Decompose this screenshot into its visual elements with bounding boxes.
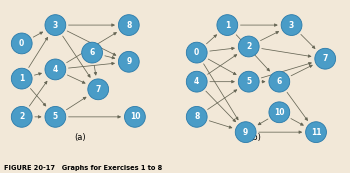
Text: 10: 10: [130, 112, 140, 121]
Circle shape: [45, 106, 66, 127]
Text: 8: 8: [126, 21, 132, 30]
Text: 7: 7: [323, 54, 328, 63]
Text: 0: 0: [194, 48, 200, 57]
Circle shape: [269, 102, 290, 123]
Circle shape: [238, 36, 259, 57]
Circle shape: [186, 71, 207, 92]
Circle shape: [186, 106, 207, 127]
Circle shape: [315, 48, 336, 69]
Text: 3: 3: [289, 21, 294, 30]
Text: 8: 8: [194, 112, 199, 121]
Text: 6: 6: [277, 77, 282, 86]
Text: 1: 1: [19, 74, 25, 83]
Text: FIGURE 20-17   Graphs for Exercises 1 to 8: FIGURE 20-17 Graphs for Exercises 1 to 8: [4, 165, 162, 171]
Circle shape: [45, 15, 66, 35]
Text: 11: 11: [311, 128, 321, 137]
Text: 3: 3: [53, 21, 58, 30]
Circle shape: [269, 71, 290, 92]
Text: 0: 0: [19, 39, 25, 48]
Circle shape: [45, 59, 66, 80]
Text: 2: 2: [246, 42, 251, 51]
Text: (b): (b): [249, 133, 261, 142]
Text: 4: 4: [53, 65, 58, 74]
Circle shape: [82, 42, 103, 63]
Text: 1: 1: [225, 21, 230, 30]
Circle shape: [88, 79, 108, 100]
Text: 6: 6: [90, 48, 95, 57]
Text: (a): (a): [74, 133, 85, 142]
Circle shape: [238, 71, 259, 92]
Circle shape: [118, 15, 139, 35]
Text: 9: 9: [243, 128, 248, 137]
Circle shape: [11, 106, 32, 127]
Circle shape: [11, 33, 32, 54]
Text: 5: 5: [246, 77, 251, 86]
Circle shape: [11, 68, 32, 89]
Text: 7: 7: [96, 85, 101, 94]
Circle shape: [281, 15, 302, 35]
Circle shape: [118, 51, 139, 72]
Text: 5: 5: [53, 112, 58, 121]
Text: 10: 10: [274, 108, 285, 117]
Circle shape: [217, 15, 238, 35]
Circle shape: [125, 106, 145, 127]
Text: 2: 2: [19, 112, 25, 121]
Circle shape: [235, 122, 256, 143]
Circle shape: [306, 122, 327, 143]
Circle shape: [186, 42, 207, 63]
Text: 9: 9: [126, 57, 132, 66]
Text: 4: 4: [194, 77, 200, 86]
